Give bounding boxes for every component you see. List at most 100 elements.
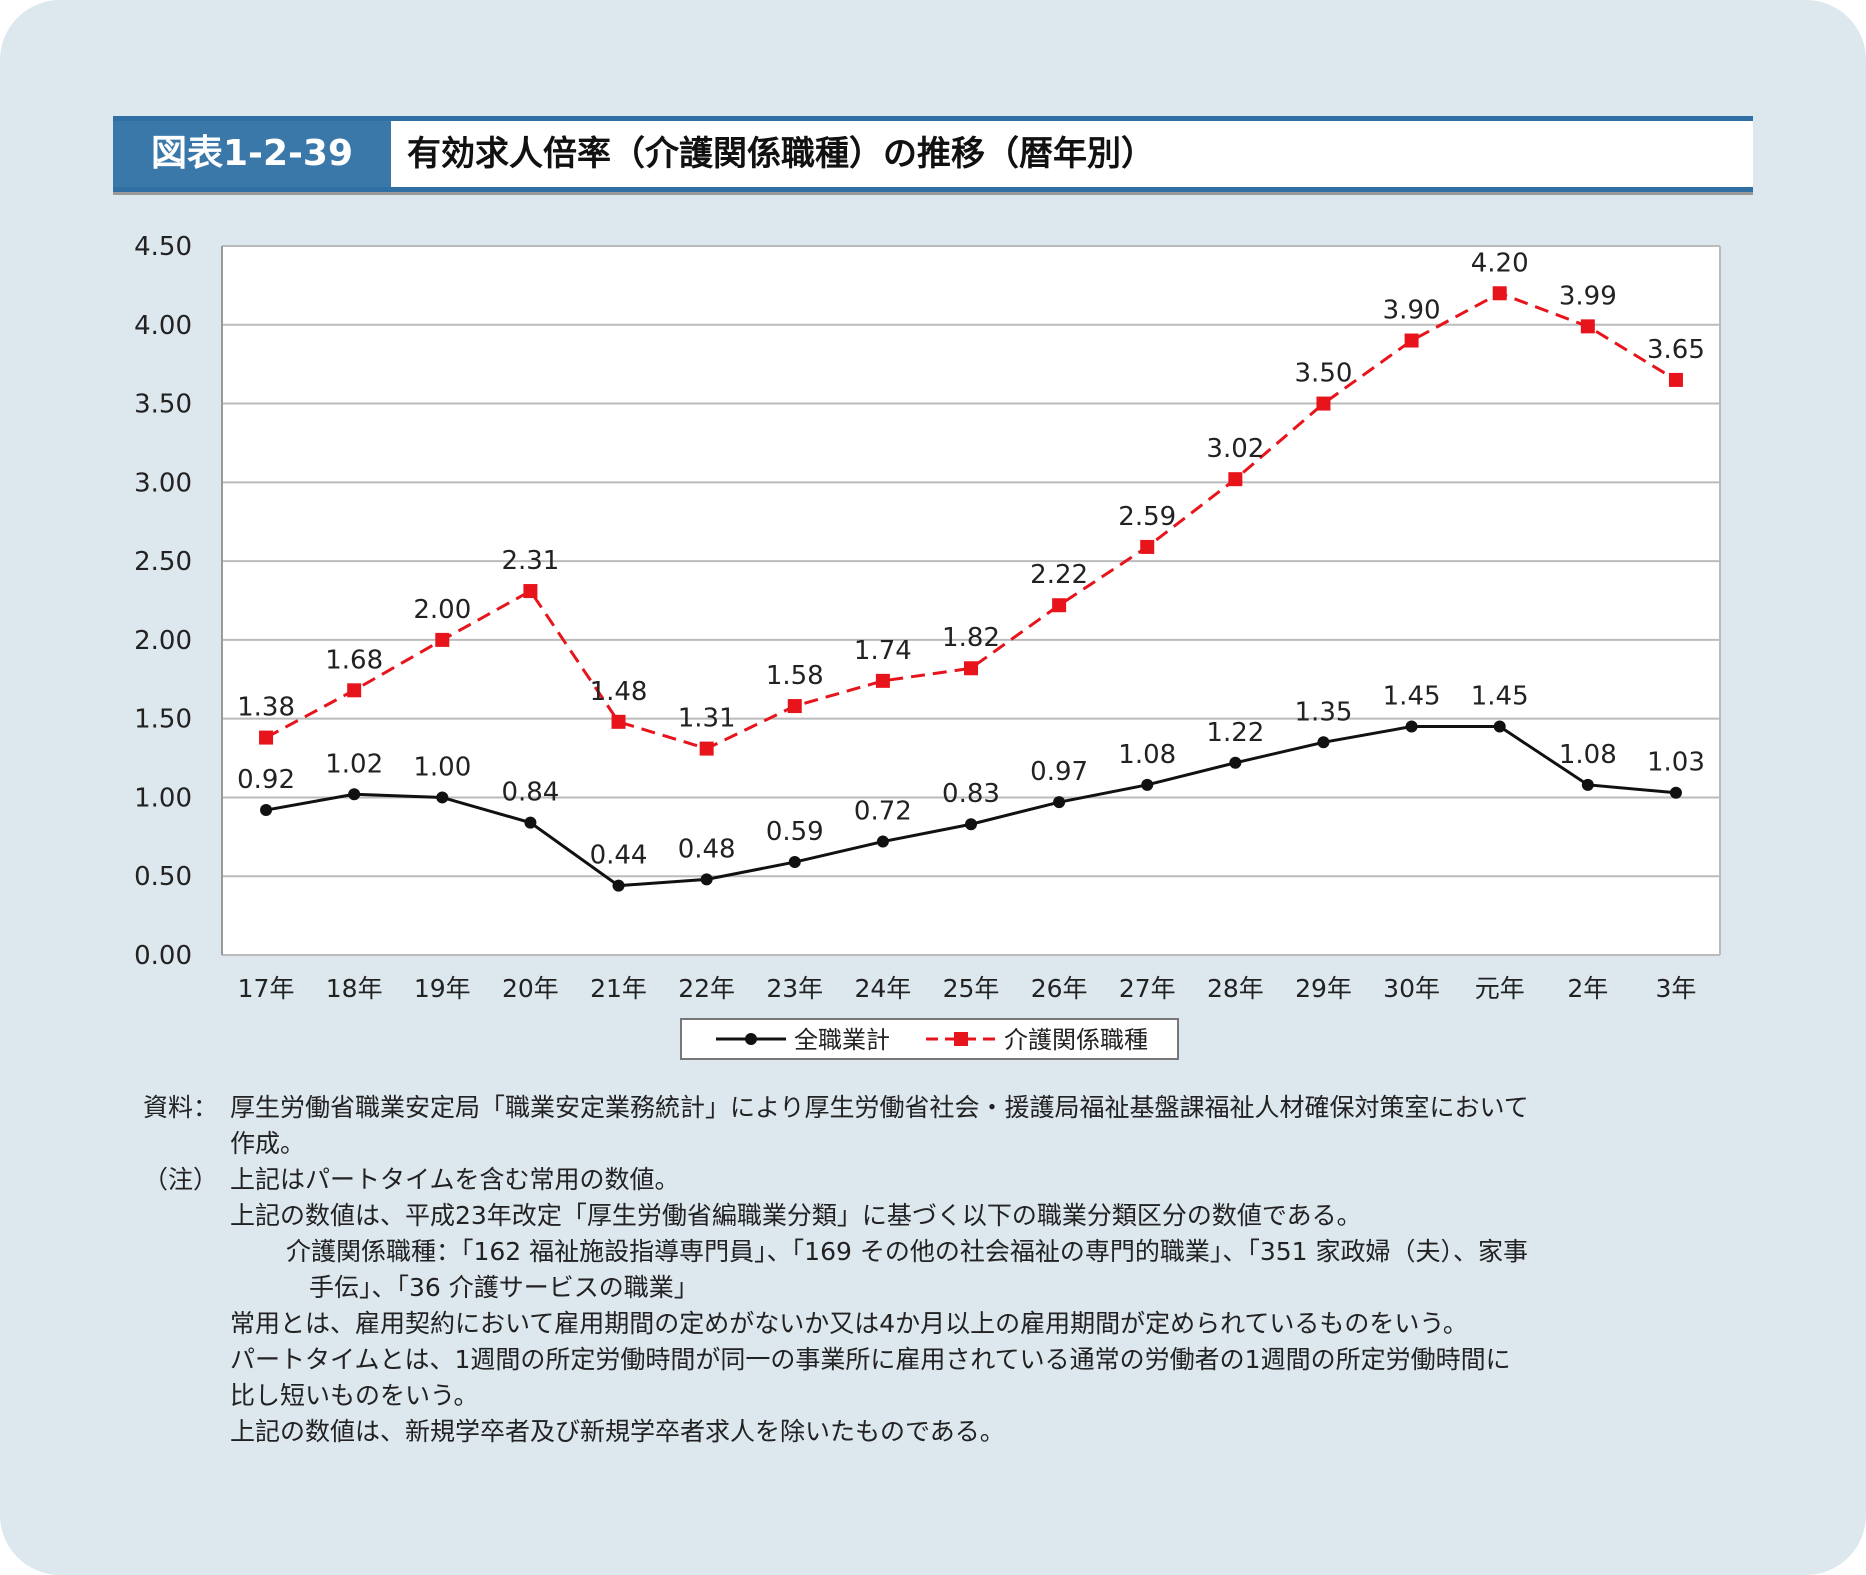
data-label: 3.02 [1206,434,1264,464]
data-point [436,791,449,804]
x-tick-label: 20年 [502,974,559,1003]
series-line [265,291,1677,751]
data-label: 0.84 [501,778,559,808]
data-point [523,584,538,599]
data-label: 1.31 [678,704,736,734]
data-point [1140,539,1155,554]
data-label: 1.68 [325,645,383,675]
data-label: 2.31 [501,546,559,576]
plot-area [222,246,1720,955]
data-point [435,632,450,647]
data-label: 1.35 [1295,697,1353,727]
data-label: 4.20 [1471,248,1529,278]
data-label: 1.08 [1559,740,1617,770]
source-label: 資料： [143,1093,219,1122]
data-point [788,856,801,869]
data-point [611,714,626,729]
figure-header: 図表1-2-39 有効求人倍率（介護関係職種）の推移（暦年別） [113,116,1753,192]
data-label: 1.22 [1206,718,1264,748]
data-point [348,788,361,801]
data-point [965,818,977,831]
data-label: 0.83 [942,779,1000,809]
source-line: 厚生労働省職業安定局「職業安定業務統計」により厚生労働省社会・援護局福祉基盤課福… [230,1093,1529,1122]
data-label: 2.00 [413,595,471,625]
x-tick-label: 25年 [943,974,1000,1003]
x-tick-label: 3年 [1655,974,1696,1003]
data-point [876,835,889,848]
data-label: 0.72 [854,797,912,827]
data-label: 2.22 [1030,560,1088,590]
data-point [1052,598,1067,613]
figure-title: 有効求人倍率（介護関係職種）の推移（暦年別） [407,134,1155,174]
note-line: 上記はパートタイムを含む常用の数値。 [230,1165,680,1194]
data-point [1228,472,1243,487]
note-subline: 介護関係職種：「162 福祉施設指導専門員」、「169 その他の社会福祉の専門的… [286,1237,1528,1266]
legend-label: 介護関係職種 [1004,1026,1148,1054]
y-tick-label: 2.00 [134,626,192,656]
note-line: 上記の数値は、新規学卒者及び新規学卒者求人を除いたものである。 [230,1417,1005,1446]
data-label: 1.00 [413,752,471,782]
data-label: 1.45 [1383,682,1441,712]
data-label: 3.90 [1383,296,1441,326]
x-tick-label: 21年 [590,974,647,1003]
x-tick-label: 18年 [326,974,383,1003]
data-point [1493,720,1506,733]
data-point [1317,736,1330,749]
data-point [787,699,802,714]
x-tick-label: 23年 [766,974,823,1003]
x-tick-label: 26年 [1031,974,1088,1003]
figure-number: 図表1-2-39 [113,121,391,187]
data-label: 2.59 [1118,502,1176,532]
data-label: 0.92 [237,765,295,795]
x-tick-label: 22年 [678,974,735,1003]
data-point [260,804,273,817]
data-point [1141,778,1154,791]
legend-label: 全職業計 [794,1026,890,1054]
y-tick-label: 4.50 [134,232,192,262]
x-tick-label: 29年 [1295,974,1352,1003]
y-tick-label: 1.00 [134,783,192,813]
data-label: 0.59 [766,817,824,847]
note-subline: 手伝」、「36 介護サービスの職業」 [309,1273,699,1302]
note-line: パートタイムとは、1週間の所定労働時間が同一の事業所に雇用されている通常の労働者… [230,1345,1511,1374]
data-point [1581,778,1594,791]
header-divider [113,192,1753,195]
data-point [1405,720,1418,733]
data-label: 3.50 [1295,359,1353,389]
y-tick-label: 3.50 [134,390,192,420]
x-tick-label: 元年 [1475,974,1525,1003]
data-point [964,661,978,676]
data-label: 1.74 [854,636,912,666]
note-line: 常用とは、雇用契約において雇用期間の定めがないか又は4か月以上の雇用期間が定めら… [230,1309,1468,1338]
x-tick-label: 2年 [1567,974,1608,1003]
data-point [700,873,713,886]
data-point [259,730,274,745]
data-point [1404,333,1419,348]
data-label: 1.45 [1471,682,1529,712]
data-label: 0.44 [590,841,648,871]
data-point [1053,796,1066,809]
data-label: 0.48 [678,834,736,864]
data-point [1492,286,1507,301]
data-point [1580,319,1595,334]
note-line: 上記の数値は、平成23年改定「厚生労働省編職業分類」に基づく以下の職業分類区分の… [230,1201,1362,1230]
data-label: 3.65 [1647,335,1705,365]
data-point [612,879,625,892]
data-point [524,816,537,829]
x-tick-label: 17年 [238,974,295,1003]
x-tick-label: 24年 [854,974,911,1003]
y-tick-label: 4.00 [134,311,192,341]
data-point [347,683,362,698]
source-line: 作成。 [230,1129,306,1158]
data-point [699,741,714,756]
data-point [1668,372,1683,387]
x-tick-label: 27年 [1119,974,1176,1003]
data-label: 1.02 [325,749,383,779]
note-line: 比し短いものをいう。 [230,1381,479,1410]
data-label: 0.97 [1030,757,1088,787]
x-tick-label: 19年 [414,974,471,1003]
data-label: 1.03 [1647,748,1705,778]
x-tick-label: 28年 [1207,974,1264,1003]
data-point [1316,396,1331,411]
